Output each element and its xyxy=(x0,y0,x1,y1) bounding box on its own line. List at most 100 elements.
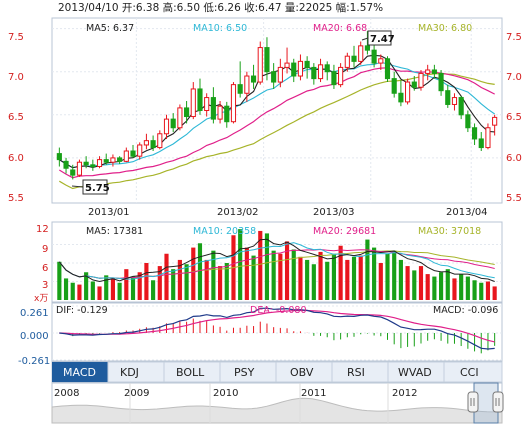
vol-tick: 6 xyxy=(42,263,48,274)
macd-y-axis: 0.261 0.000 -0.261 xyxy=(18,308,50,367)
price-candle xyxy=(137,142,143,160)
volume-bar xyxy=(264,233,270,300)
price-candle xyxy=(110,154,116,167)
volume-bar xyxy=(351,256,357,300)
vol-ma10-legend: MA10: 20358 xyxy=(193,226,256,237)
volume-bar xyxy=(177,259,182,300)
volume-bar xyxy=(117,282,122,300)
volume-bar xyxy=(452,278,457,300)
macd-tick: 0.000 xyxy=(20,331,49,342)
overview-year: 2009 xyxy=(124,388,149,399)
price-candle xyxy=(63,157,69,174)
volume-bar xyxy=(378,263,383,300)
tab-psy-label: PSY xyxy=(234,366,255,379)
volume-bar xyxy=(345,259,350,300)
volume-bar xyxy=(472,280,477,300)
price-candle xyxy=(471,123,478,145)
volume-bar xyxy=(217,266,223,300)
volume-bar xyxy=(184,264,189,300)
volume-bar xyxy=(144,263,149,300)
volume-bar xyxy=(445,269,450,300)
price-candle xyxy=(317,58,324,83)
volume-bar xyxy=(191,247,196,300)
volume-bar xyxy=(271,250,276,300)
volume-bar xyxy=(291,249,296,300)
volume-bar xyxy=(284,241,290,300)
volume-bar xyxy=(372,247,377,300)
volume-bar xyxy=(392,250,397,300)
volume-bar xyxy=(479,282,484,300)
price-candle xyxy=(244,71,250,102)
volume-bar xyxy=(57,261,62,300)
overview-right-handle[interactable] xyxy=(492,391,504,413)
price-candle xyxy=(150,135,156,152)
price-candle xyxy=(304,56,310,79)
volume-bar xyxy=(258,230,263,300)
volume-bar xyxy=(104,275,109,300)
tab-cci-label: CCI xyxy=(460,366,479,379)
price-candle xyxy=(384,56,391,83)
volume-bar xyxy=(244,247,249,300)
price-candle xyxy=(163,114,170,139)
price-candle xyxy=(378,54,384,70)
overview-navigator[interactable]: 2008 2009 2010 2011 2012 xyxy=(51,382,504,424)
price-x-axis: 2013/01 2013/02 2013/03 2013/04 xyxy=(88,207,488,218)
tab-macd[interactable]: MACD xyxy=(52,362,108,382)
overview-year: 2010 xyxy=(213,388,238,399)
dea-line xyxy=(59,309,495,343)
volume-bar xyxy=(84,272,89,300)
volume-bar xyxy=(418,266,424,300)
price-candle xyxy=(478,132,484,152)
vol-tick: 9 xyxy=(42,244,48,255)
volume-bar xyxy=(251,255,256,300)
price-candle xyxy=(264,37,270,81)
dif-legend: DIF: -0.129 xyxy=(56,305,108,316)
tab-wvad-label: WVAD xyxy=(398,366,432,379)
x-tick-label: 2013/04 xyxy=(446,207,488,218)
volume-bar xyxy=(164,253,169,300)
volume-bar xyxy=(438,272,444,300)
price-candle xyxy=(411,76,417,91)
ma20-legend: MA20: 6.68 xyxy=(313,23,367,34)
vol-ma30-legend: MA30: 37018 xyxy=(418,226,481,237)
price-tick-left: 6.5 xyxy=(8,112,24,123)
price-candle xyxy=(445,84,451,108)
price-tick-left: 7.0 xyxy=(8,72,24,83)
price-tick-right: 7.5 xyxy=(506,32,522,43)
vol-unit: x万 xyxy=(34,294,48,304)
price-candle xyxy=(425,64,431,81)
volume-bar xyxy=(211,250,216,300)
volume-bar xyxy=(325,261,330,300)
price-candle xyxy=(271,63,277,89)
price-candle xyxy=(190,82,196,120)
volume-bar xyxy=(70,282,75,300)
price-tick-right: 7.0 xyxy=(506,72,522,83)
price-candle xyxy=(76,159,83,177)
overview-year: 2008 xyxy=(54,388,79,399)
overview-left-handle[interactable] xyxy=(467,391,479,413)
volume-bar xyxy=(318,251,323,300)
ma5-legend: MA5: 6.37 xyxy=(86,23,134,34)
volume-bar xyxy=(432,276,437,300)
price-candle xyxy=(418,69,424,91)
volume-bar xyxy=(298,256,303,300)
price-candle xyxy=(237,61,243,98)
volume-bar xyxy=(358,255,363,300)
volume-bar xyxy=(110,278,116,300)
price-candle xyxy=(83,156,89,169)
volume-bar xyxy=(63,278,69,300)
volume-bar xyxy=(305,259,310,300)
volume-bar xyxy=(485,281,491,300)
volume-bar xyxy=(311,264,316,300)
price-candle xyxy=(284,47,290,74)
tab-cci[interactable]: CCI xyxy=(443,361,503,383)
tab-rsi-label: RSI xyxy=(347,366,365,379)
volume-bar xyxy=(492,286,497,300)
price-candle xyxy=(291,58,297,83)
header-ohlc-text: 2013/04/10 开:6.38 高:6.50 低:6.26 收:6.47 量… xyxy=(58,1,383,14)
ma20-line xyxy=(58,67,495,179)
macd-tick: 0.261 xyxy=(20,308,49,319)
price-candle xyxy=(123,147,129,163)
price-tick-right: 6.0 xyxy=(506,153,522,164)
